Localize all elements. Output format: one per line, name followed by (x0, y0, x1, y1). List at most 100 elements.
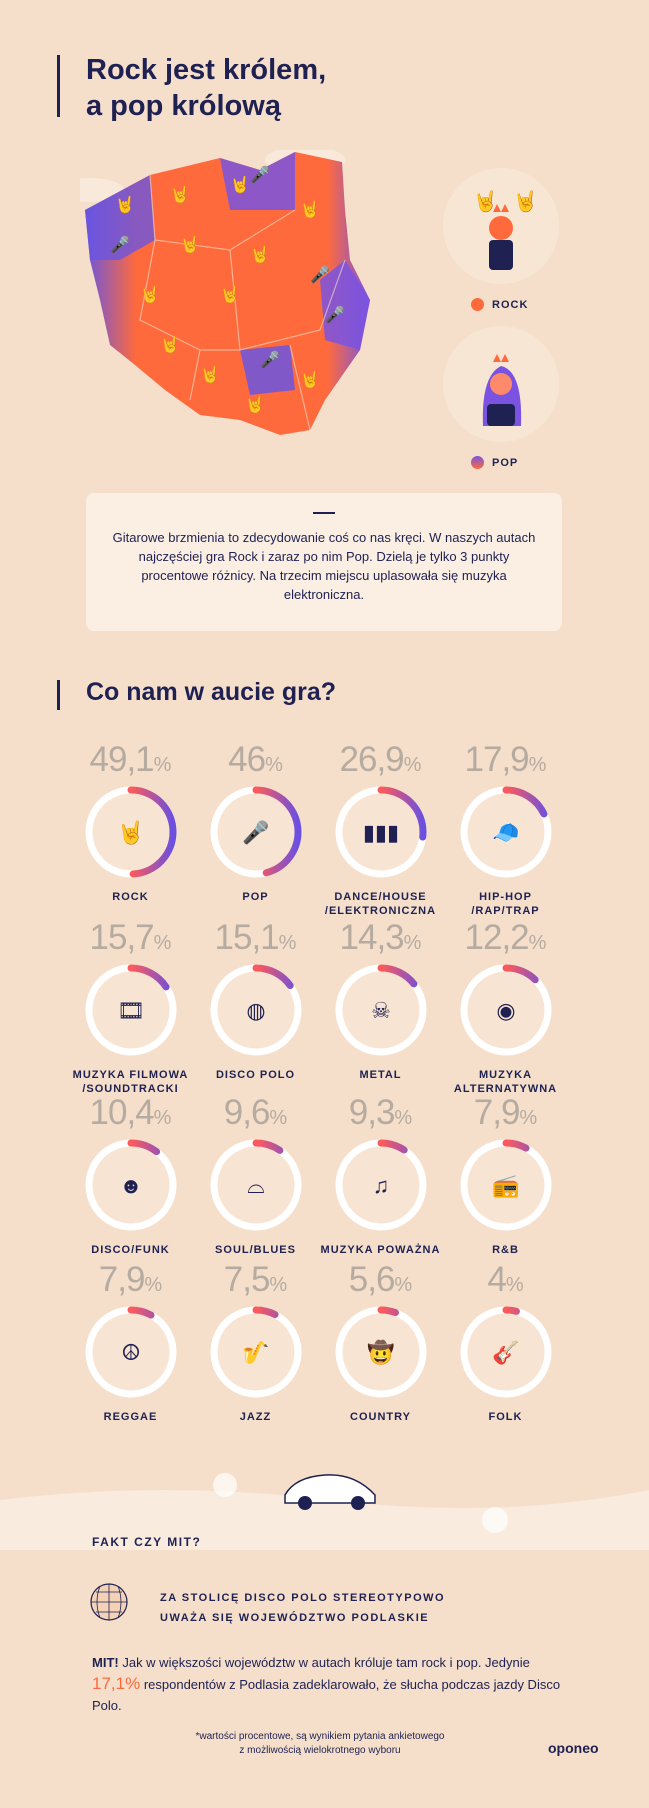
genre-label: HIP-HOP/RAP/TRAP (443, 890, 568, 918)
donut-ring: 🎤 (210, 786, 301, 878)
donut-ring: ☻ (85, 1139, 176, 1231)
donut-ring: ▮▮▮ (335, 786, 426, 878)
donut-ring: 🎞 (85, 964, 176, 1056)
genre-value: 15,7% (68, 920, 193, 958)
genre-value-number: 46 (228, 740, 266, 779)
donut-ring: 📻 (460, 1139, 551, 1231)
genre-value-number: 26,9 (339, 740, 405, 779)
donut-arc (335, 1139, 426, 1231)
donut-ring: 🧢 (460, 786, 551, 878)
donut-arc (85, 1306, 176, 1398)
map-borders (139, 174, 346, 431)
fakt-verdict: MIT! Jak w większości województw w autac… (92, 1652, 562, 1716)
sound-wave-icon: ▮▮▮ (362, 820, 398, 845)
genre-label-line: DISCO POLO (215, 1069, 296, 1081)
verdict-text-2: respondentów z Podlasia zadeklarowało, ż… (92, 1677, 561, 1713)
svg-text:🤘: 🤘 (200, 365, 220, 384)
svg-text:🤘: 🤘 (245, 395, 265, 414)
genre-item: 46% 🎤 POP (193, 742, 318, 904)
rock-hand-icon: 🤘 (117, 819, 144, 846)
car-icon (284, 1474, 376, 1510)
genre-value: 9,6% (193, 1095, 318, 1133)
svg-text:🤘: 🤘 (115, 195, 135, 214)
genre-label: REGGAE (68, 1410, 193, 1424)
map-region-pop (240, 345, 295, 395)
microphone-icon: 🎤 (242, 819, 269, 845)
info-divider (313, 512, 335, 514)
legend-dot-pop (471, 456, 484, 469)
map-region-pop (220, 152, 295, 210)
skull-icon: ☠ (371, 998, 391, 1023)
peace-icon: ☮ (121, 1340, 141, 1365)
genre-value-unit: % (153, 932, 172, 954)
genre-label-line: MUZYKA FILMOWA (72, 1069, 189, 1081)
genre-value-unit: % (528, 932, 547, 954)
donut-arc (460, 1306, 551, 1398)
donut-ring: ⌓ (210, 1139, 301, 1231)
donut-arc (460, 1139, 551, 1231)
genre-value-unit: % (265, 754, 283, 776)
genre-label: R&B (443, 1243, 568, 1257)
map-region-pop (85, 175, 155, 260)
svg-text:🤘: 🤘 (140, 285, 160, 304)
genre-label-line: /ELEKTRONICZNA (324, 905, 437, 917)
donut-arc (335, 786, 426, 878)
hill-decoration (0, 1473, 649, 1550)
genre-value: 10,4% (68, 1095, 193, 1133)
hat-icon: ⌓ (247, 1173, 264, 1198)
tree-icon (482, 1507, 508, 1533)
svg-text:🤘: 🤘 (180, 235, 200, 254)
vinyl-icon: ◉ (496, 998, 515, 1023)
donut-arc (85, 1139, 176, 1231)
verdict-text-1: Jak w większości województw w autach kró… (122, 1655, 530, 1670)
genre-label: METAL (318, 1068, 443, 1082)
genre-value-unit: % (394, 1107, 413, 1129)
genre-label: MUZYKA FILMOWA/SOUNDTRACKI (68, 1068, 193, 1096)
map-region-pop (320, 260, 370, 350)
svg-text:🤘: 🤘 (250, 245, 270, 264)
svg-text:🤘: 🤘 (300, 200, 320, 219)
svg-text:🤘: 🤘 (300, 370, 320, 389)
section-title: Co nam w aucie gra? (86, 678, 337, 706)
genre-label: MUZYKA POWAŻNA (318, 1243, 443, 1257)
donut-ring: ◍ (210, 964, 301, 1056)
svg-text:🎤: 🎤 (110, 235, 130, 254)
map-icons: 🤘🤘🤘 🎤🤘🎤 🤘🤘🎤 🤘 🤘🎤 🤘🎤🤘 🤘🤘 (110, 165, 345, 414)
genre-label-line: POP (242, 891, 269, 903)
genre-value: 46% (193, 742, 318, 780)
genre-value: 12,2% (443, 920, 568, 958)
genre-item: 9,6% ⌓ SOUL/BLUES (193, 1095, 318, 1257)
genre-label: DISCO POLO (193, 1068, 318, 1082)
legend-label-rock: ROCK (492, 298, 529, 311)
genre-label-line: JAZZ (239, 1411, 272, 1423)
footnote-line-1: *wartości procentowe, są wynikiem pytani… (195, 1731, 445, 1742)
afro-icon: ☻ (119, 1173, 142, 1198)
genre-item: 12,2% ◉ MUZYKA ALTERNATYWNA (443, 920, 568, 1096)
disco-ball-icon: ◍ (246, 998, 265, 1023)
oponeo-logo: oponeo (548, 1740, 599, 1756)
title-accent-bar (57, 55, 60, 117)
genre-item: 7,5% 🎷 JAZZ (193, 1262, 318, 1424)
footnote-line-2: z możliwością wielokrotnego wyboru (239, 1745, 401, 1756)
cowboy-icon: 🤠 (367, 1339, 394, 1365)
pop-singer-icon (443, 326, 559, 442)
donut-arc (460, 786, 551, 878)
info-box: Gitarowe brzmienia to zdecydowanie coś c… (86, 493, 562, 631)
piano-icon: ♫ (372, 1173, 389, 1198)
genre-label-line: REGGAE (103, 1411, 158, 1423)
disco-ball-icon (90, 1583, 128, 1621)
genre-label: MUZYKA ALTERNATYWNA (443, 1068, 568, 1096)
genre-label-line: DANCE/HOUSE (334, 891, 427, 903)
genre-item: 49,1% 🤘 ROCK (68, 742, 193, 904)
genre-value-number: 15,1 (214, 918, 280, 957)
genre-value-number: 14,3 (339, 918, 405, 957)
genre-item: 15,7% 🎞 MUZYKA FILMOWA/SOUNDTRACKI (68, 920, 193, 1096)
genre-label-line: MUZYKA ALTERNATYWNA (453, 1069, 558, 1095)
section-accent-bar (57, 680, 60, 710)
donut-arc (85, 786, 176, 878)
fakt-claim: ZA STOLICĘ DISCO POLO STEREOTYPOWO UWAŻA… (160, 1588, 445, 1628)
poland-map: 🤘🤘🤘 🎤🤘🎤 🤘🤘🎤 🤘 🤘🎤 🤘🎤🤘 🤘🤘 (80, 150, 370, 435)
tree-icon (213, 1473, 237, 1497)
film-strip-icon: 🎞 (117, 998, 145, 1023)
genre-item: 15,1% ◍ DISCO POLO (193, 920, 318, 1082)
